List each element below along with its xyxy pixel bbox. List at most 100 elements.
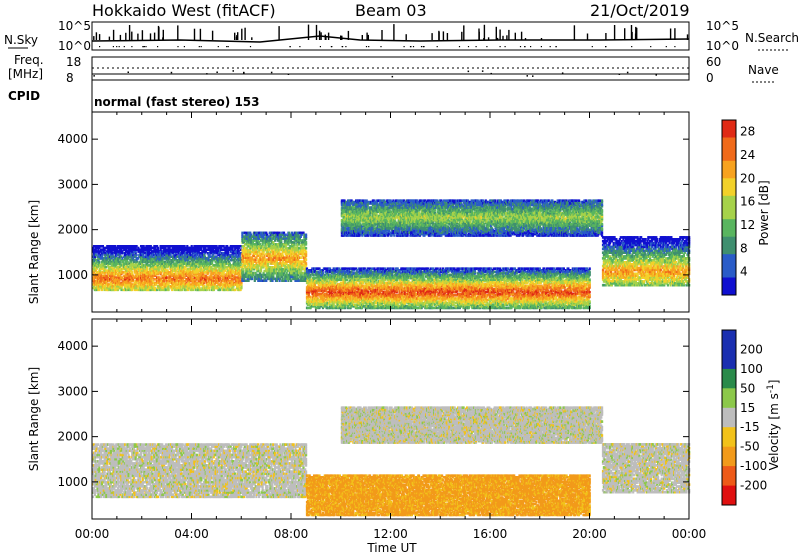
freq-label: Freq. (14, 53, 44, 67)
power-cell (194, 286, 197, 290)
power-cell (170, 262, 173, 265)
power-cell (220, 257, 223, 260)
power-cell (166, 281, 169, 285)
power-cell (239, 278, 242, 281)
power-cell (219, 281, 223, 285)
power-cell (244, 258, 247, 261)
power-cell (220, 258, 223, 262)
power-cell (97, 248, 100, 251)
power-cell (213, 271, 216, 274)
power-cell (171, 267, 174, 271)
nsearch-dot (368, 46, 370, 48)
power-cell (195, 250, 198, 253)
power-cell (100, 253, 104, 257)
power-cell (175, 269, 178, 272)
power-cell (123, 264, 126, 267)
power-cell (149, 265, 152, 269)
power-cell (121, 283, 124, 286)
power-cell (118, 283, 121, 286)
power-cell (180, 262, 183, 265)
power-cell (236, 260, 239, 264)
power-cell (111, 285, 114, 288)
power-cell (120, 272, 123, 276)
power-cell (151, 279, 154, 283)
power-cell (116, 267, 119, 271)
power-cell (136, 265, 139, 269)
power-cell (235, 267, 239, 271)
freq-dot (626, 71, 629, 74)
power-cell (152, 251, 155, 255)
power-cell (205, 288, 208, 292)
power-cell (147, 276, 150, 279)
power-cell (131, 288, 134, 292)
power-cell (94, 245, 97, 248)
power-cell (215, 255, 218, 258)
power-cell (140, 269, 144, 272)
power-cell (197, 250, 200, 253)
power-cell (226, 245, 229, 248)
power-cell (202, 271, 205, 274)
power-cell (135, 288, 138, 292)
power-cell (148, 246, 152, 250)
power-cell (215, 258, 218, 262)
power-cell (135, 245, 138, 248)
power-cell (234, 248, 237, 251)
power-cell (190, 245, 193, 248)
power-cell (121, 257, 124, 260)
power-cell (212, 255, 215, 258)
power-cell (208, 288, 211, 292)
power-cell (231, 248, 234, 251)
power-cell (221, 285, 224, 288)
power-cell (143, 274, 146, 278)
power-cell (134, 248, 137, 251)
power-cell (230, 288, 233, 292)
power-cell (109, 276, 112, 279)
cpid-panel: CPID normal (fast stereo) 153 (8, 80, 260, 112)
power-cell (142, 245, 145, 248)
power-cell (124, 278, 128, 281)
power-cell (122, 279, 125, 283)
power-cell (108, 265, 112, 269)
power-cell (202, 272, 205, 276)
power-cell (130, 262, 133, 265)
power-cell (234, 251, 237, 255)
power-cell (226, 267, 229, 271)
power-cell (117, 281, 120, 285)
power-cell (108, 283, 111, 286)
power-cell (141, 276, 144, 279)
power-cell (232, 269, 235, 272)
power-cell (180, 253, 183, 257)
power-cell (161, 281, 164, 285)
power-cell (230, 278, 233, 281)
power-cell (154, 267, 157, 271)
power-cell (155, 257, 158, 260)
power-cell (92, 260, 96, 264)
power-cell (210, 283, 213, 286)
power-cell (200, 271, 203, 274)
power-cell (173, 278, 176, 281)
power-cell (156, 279, 160, 283)
nsearch-dot (226, 46, 228, 48)
power-cell (219, 253, 222, 257)
power-cell (172, 246, 175, 250)
power-cell (153, 264, 156, 267)
power-cell (124, 248, 128, 251)
power-cell (147, 279, 150, 283)
power-cell (129, 245, 132, 248)
power-cell (211, 278, 215, 281)
power-cell (242, 269, 245, 273)
power-cell (95, 288, 98, 292)
power-cell (121, 258, 124, 262)
power-cell (189, 283, 192, 286)
power-cell (148, 281, 152, 285)
power-cell (150, 251, 153, 255)
power-cell (151, 258, 154, 262)
power-cell (120, 248, 123, 251)
power-cell (201, 286, 204, 290)
power-cell (202, 258, 205, 262)
power-cell (111, 248, 114, 251)
power-cell (224, 288, 227, 292)
nsearch-dot (319, 46, 321, 48)
power-cell (174, 245, 177, 248)
power-cell (236, 248, 239, 251)
